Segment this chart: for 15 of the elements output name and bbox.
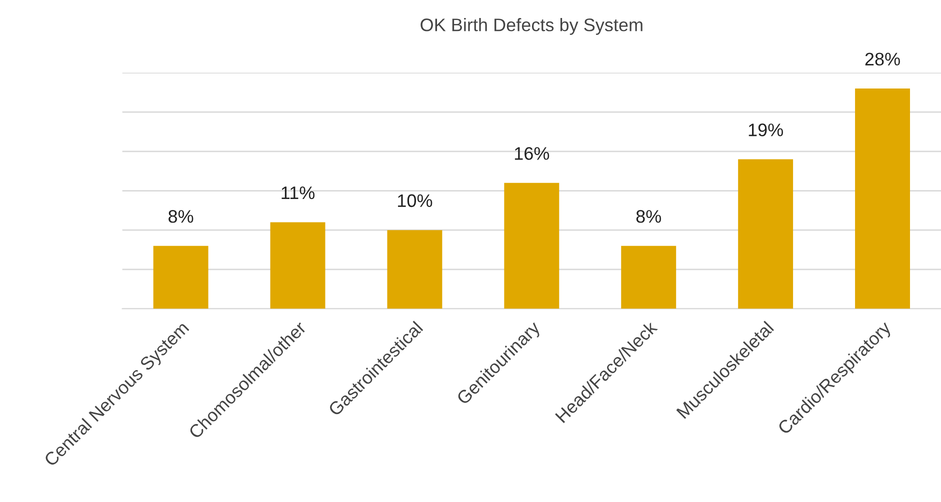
data-label: 19% — [748, 124, 783, 136]
chart-title: OK Birth Defects by System — [420, 18, 642, 35]
data-label: 8% — [168, 210, 194, 223]
bar — [153, 246, 208, 309]
bar — [270, 222, 326, 309]
bar — [621, 246, 676, 309]
bar — [738, 159, 794, 309]
bar — [504, 182, 560, 309]
bar — [387, 230, 442, 309]
data-label: 16% — [514, 147, 550, 160]
data-label: 11% — [282, 186, 315, 200]
data-label: 28% — [865, 52, 900, 66]
bar — [855, 88, 910, 309]
data-label: 8% — [636, 210, 662, 223]
data-label: 10% — [398, 194, 432, 208]
